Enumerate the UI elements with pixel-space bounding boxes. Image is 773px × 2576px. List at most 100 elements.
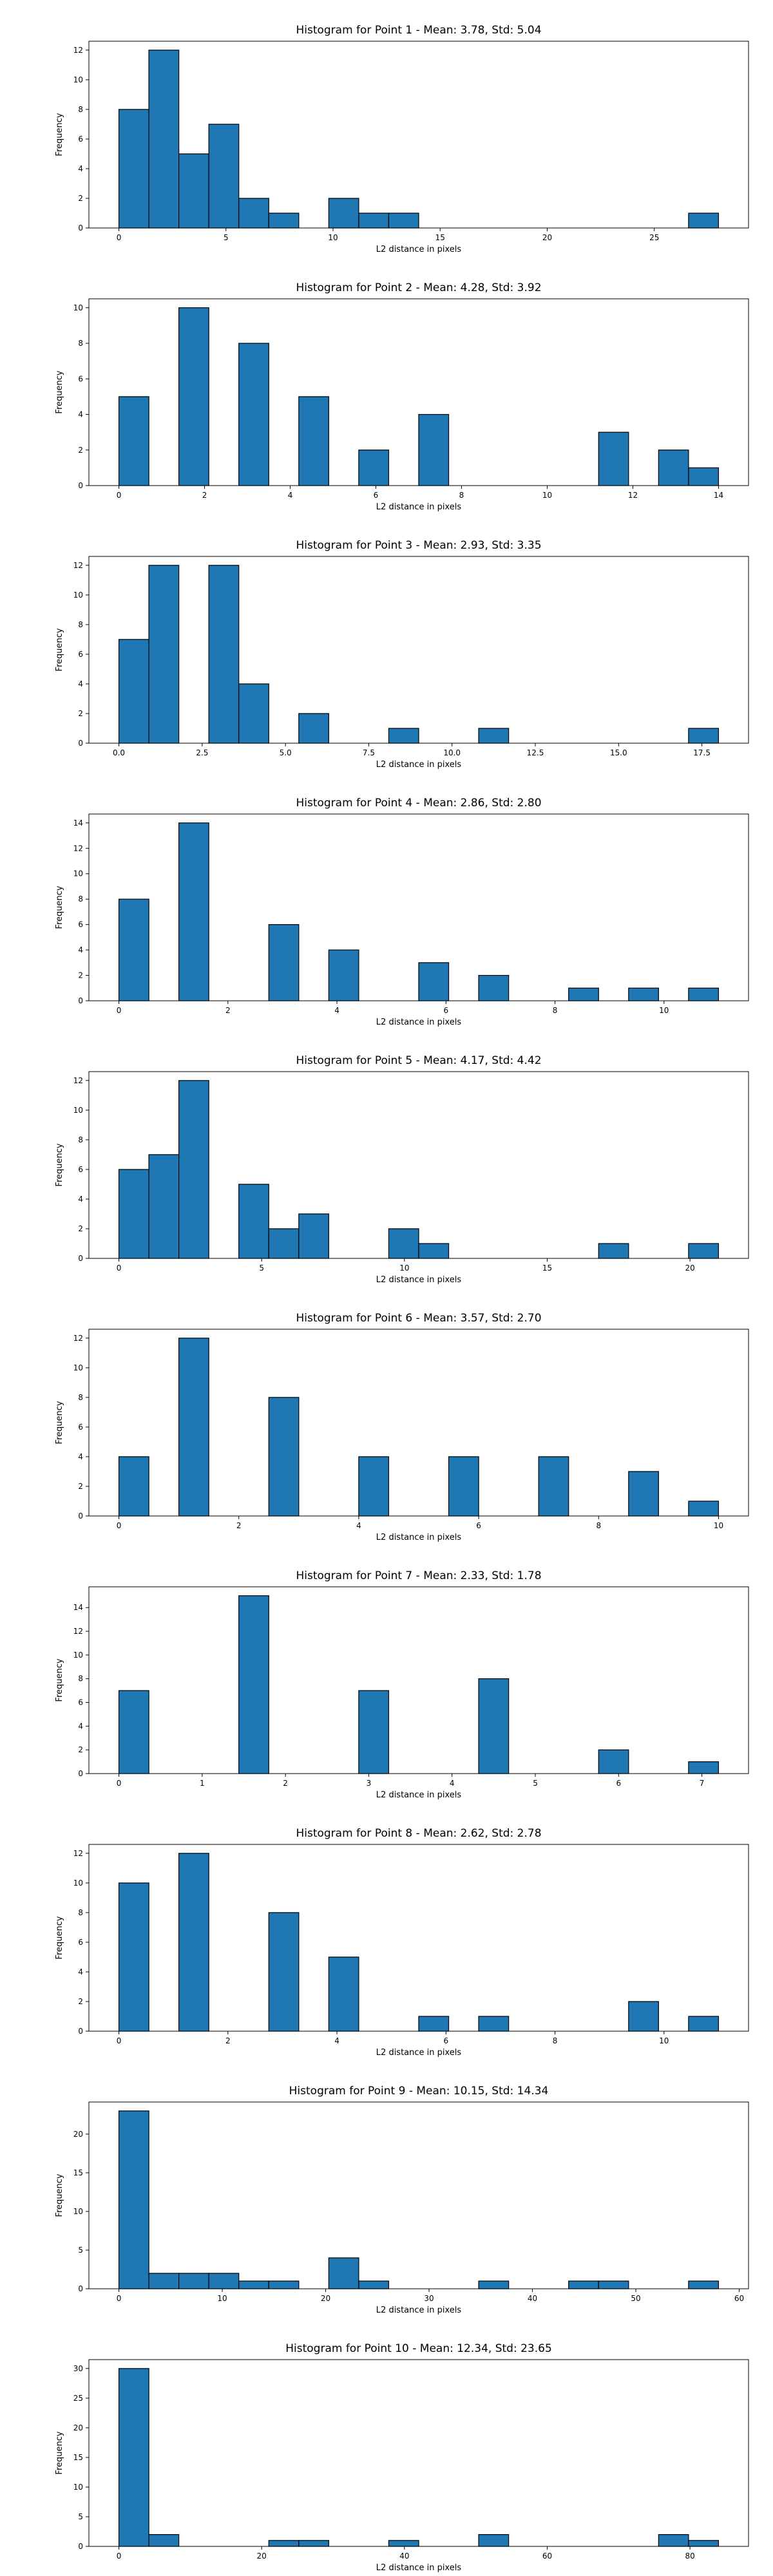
histogram-bar bbox=[268, 1228, 300, 1259]
histogram-bar bbox=[688, 1761, 720, 1774]
x-tick-label: 17.5 bbox=[693, 748, 711, 757]
x-tick-label: 0 bbox=[117, 2552, 122, 2561]
axes-frame bbox=[88, 1071, 749, 1259]
histogram-bar bbox=[178, 1080, 209, 1259]
y-tick-label: 12 bbox=[73, 1076, 83, 1085]
histogram-bar bbox=[118, 109, 149, 229]
x-tick-label: 10 bbox=[399, 1264, 409, 1273]
histogram-bar bbox=[688, 728, 720, 744]
y-tick-label: 8 bbox=[78, 1674, 83, 1683]
x-tick-label: 0 bbox=[117, 233, 122, 242]
histogram-bar bbox=[178, 307, 209, 486]
x-tick-label: 1 bbox=[200, 1779, 205, 1788]
y-tick-label: 10 bbox=[73, 591, 83, 600]
x-tick-label: 5 bbox=[533, 1779, 538, 1788]
chart-panel-1: Histogram for Point 1 - Mean: 3.78, Std:… bbox=[55, 24, 749, 254]
y-tick-label: 2 bbox=[78, 1745, 83, 1754]
histogram-bar bbox=[388, 213, 419, 229]
histogram-bar bbox=[688, 1501, 720, 1517]
x-axis-label: L2 distance in pixels bbox=[376, 1533, 462, 1542]
x-tick-label: 0 bbox=[117, 2036, 122, 2045]
y-axis-label: Frequency bbox=[55, 2174, 64, 2217]
histogram-bar bbox=[148, 50, 180, 229]
x-tick-label: 10 bbox=[659, 1006, 669, 1015]
histogram-bar bbox=[688, 987, 720, 1001]
x-tick-label: 12.5 bbox=[527, 748, 544, 757]
x-tick-label: 2.5 bbox=[196, 748, 208, 757]
x-tick-label: 0.0 bbox=[113, 748, 125, 757]
y-tick-label: 0 bbox=[78, 739, 83, 748]
histogram-bar bbox=[118, 396, 149, 486]
y-tick-label: 6 bbox=[78, 1938, 83, 1947]
y-tick-label: 8 bbox=[78, 895, 83, 904]
chart-title: Histogram for Point 9 - Mean: 10.15, Std… bbox=[289, 2085, 549, 2098]
histogram-bar bbox=[148, 2273, 180, 2289]
y-tick-label: 20 bbox=[73, 2423, 83, 2432]
x-tick-label: 0 bbox=[117, 1779, 122, 1788]
y-tick-label: 10 bbox=[73, 1363, 83, 1372]
x-tick-label: 12 bbox=[628, 491, 638, 500]
x-tick-label: 10 bbox=[217, 2294, 227, 2303]
chart-title: Histogram for Point 7 - Mean: 2.33, Std:… bbox=[296, 1569, 541, 1582]
histogram-bar bbox=[328, 949, 359, 1001]
x-tick-label: 0 bbox=[117, 1521, 122, 1530]
x-tick-label: 15 bbox=[542, 1264, 552, 1273]
histogram-bar bbox=[628, 2001, 659, 2032]
x-tick-label: 8 bbox=[459, 491, 464, 500]
histogram-bar bbox=[238, 2280, 269, 2289]
y-tick-label: 0 bbox=[78, 1254, 83, 1263]
histogram-bar bbox=[118, 1169, 149, 1259]
histogram-bar bbox=[148, 1154, 180, 1259]
chart-panel-2: Histogram for Point 2 - Mean: 4.28, Std:… bbox=[55, 281, 749, 512]
histogram-bar bbox=[418, 2016, 450, 2032]
x-axis-label: L2 distance in pixels bbox=[376, 502, 462, 512]
y-tick-label: 0 bbox=[78, 2027, 83, 2036]
y-tick-label: 0 bbox=[78, 1769, 83, 1778]
x-tick-label: 7.5 bbox=[363, 748, 375, 757]
y-tick-label: 6 bbox=[78, 135, 83, 144]
x-tick-label: 5 bbox=[259, 1264, 264, 1273]
histogram-bar bbox=[478, 2280, 510, 2289]
axes-frame bbox=[88, 813, 749, 1001]
y-tick-label: 12 bbox=[73, 1627, 83, 1636]
y-tick-label: 4 bbox=[78, 1721, 83, 1730]
y-tick-label: 8 bbox=[78, 1135, 83, 1144]
x-tick-label: 6 bbox=[443, 1006, 448, 1015]
histogram-bar bbox=[448, 1456, 479, 1517]
histogram-bar bbox=[388, 2540, 419, 2547]
x-axis-label: L2 distance in pixels bbox=[376, 1275, 462, 1285]
x-tick-label: 15.0 bbox=[610, 748, 627, 757]
y-tick-label: 10 bbox=[73, 1879, 83, 1888]
axes-frame bbox=[88, 2101, 749, 2289]
x-tick-label: 0 bbox=[117, 2294, 122, 2303]
y-tick-label: 4 bbox=[78, 1967, 83, 1976]
axes-frame bbox=[88, 1586, 749, 1774]
histogram-bar bbox=[238, 1595, 269, 1774]
histogram-bar bbox=[118, 1456, 149, 1517]
x-tick-label: 30 bbox=[424, 2294, 434, 2303]
y-tick-label: 12 bbox=[73, 844, 83, 853]
y-tick-label: 8 bbox=[78, 620, 83, 629]
histogram-bar bbox=[658, 2533, 689, 2547]
histogram-bar bbox=[208, 2273, 240, 2289]
histogram-bar bbox=[478, 1678, 510, 1774]
histogram-bar bbox=[358, 450, 390, 486]
histogram-bar bbox=[178, 822, 209, 1001]
x-axis-label: L2 distance in pixels bbox=[376, 1018, 462, 1027]
x-tick-label: 14 bbox=[714, 491, 723, 500]
x-tick-label: 2 bbox=[283, 1779, 288, 1788]
x-tick-label: 0 bbox=[117, 491, 122, 500]
x-tick-label: 20 bbox=[542, 233, 552, 242]
histogram-bar bbox=[478, 2016, 510, 2032]
chart-title: Histogram for Point 2 - Mean: 4.28, Std:… bbox=[296, 281, 541, 294]
histogram-bar bbox=[208, 124, 240, 229]
y-tick-label: 8 bbox=[78, 105, 83, 114]
y-tick-label: 25 bbox=[73, 2394, 83, 2403]
histogram-bar bbox=[688, 213, 720, 229]
y-tick-label: 6 bbox=[78, 374, 83, 383]
histogram-bar bbox=[568, 2280, 599, 2289]
y-axis-label: Frequency bbox=[55, 1143, 64, 1186]
y-tick-label: 0 bbox=[78, 1511, 83, 1520]
x-tick-label: 6 bbox=[616, 1779, 621, 1788]
histogram-bar bbox=[238, 343, 269, 486]
